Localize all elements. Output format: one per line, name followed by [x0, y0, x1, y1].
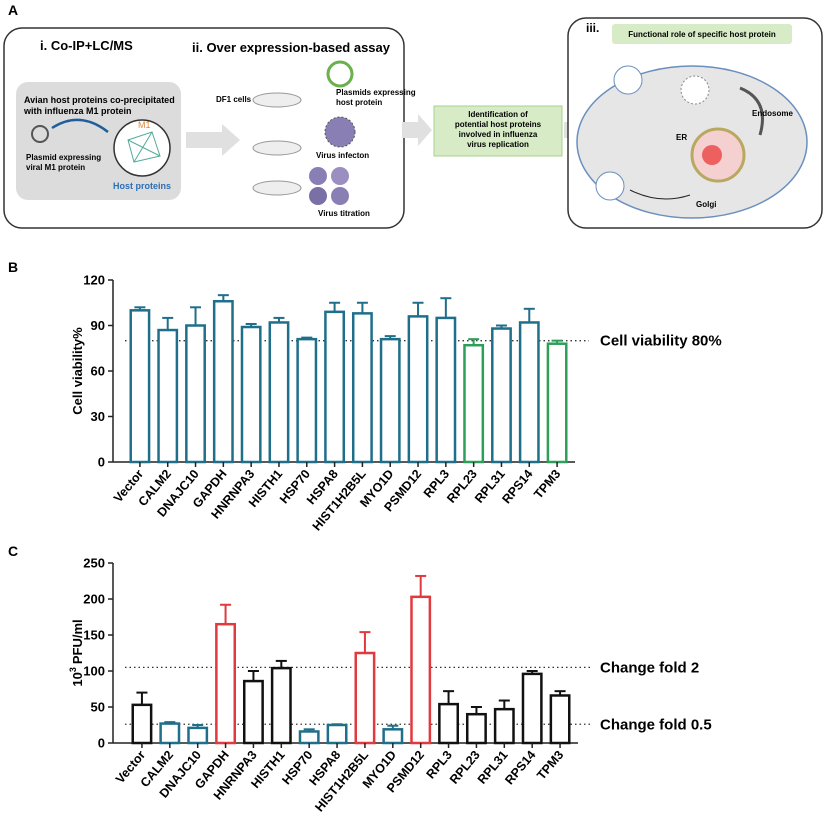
role-numeral: iii.: [586, 21, 599, 35]
dish: [252, 140, 302, 156]
bar: [298, 730, 320, 745]
panel-a: A i. Co-IP+LC/MS Avian host proteins co-…: [3, 2, 823, 229]
bar: [465, 712, 487, 745]
bar: [129, 309, 151, 464]
plasmid-icon: [326, 60, 354, 88]
bar: [410, 595, 432, 745]
y-tick-label: 150: [83, 628, 105, 643]
y-tick-label: 120: [83, 273, 105, 288]
x-tick-label: TPM3: [534, 748, 566, 783]
y-tick-label: 0: [98, 736, 105, 751]
y-axis-label: Cell viability%: [70, 327, 85, 415]
plasmid-label: Plasmid expressing viral M1 protein: [26, 153, 101, 172]
host-label: Host proteins: [113, 181, 171, 191]
network-icon: [127, 131, 161, 163]
coip-title: i. Co-IP+LC/MS: [40, 38, 133, 53]
arrow: [402, 114, 432, 146]
y-tick-label: 200: [83, 592, 105, 607]
bar: [438, 702, 460, 745]
x-tick-label: TPM3: [531, 467, 563, 502]
bar: [518, 321, 540, 464]
result-box: [433, 105, 563, 157]
reference-label: Change fold 0.5: [600, 716, 712, 733]
bar: [187, 726, 209, 745]
bar: [157, 328, 179, 464]
virus-icon: [595, 171, 625, 201]
bar: [212, 299, 234, 464]
endosome-label: Endosome: [752, 109, 793, 118]
cells-label: DF1 cells: [216, 95, 252, 104]
bar: [354, 651, 376, 745]
reference-label: Change fold 2: [600, 659, 699, 676]
bar: [407, 315, 429, 464]
nucleus-core: [702, 145, 722, 165]
bar: [324, 310, 346, 464]
arrow: [629, 189, 691, 200]
bar: [215, 622, 237, 745]
bar: [326, 723, 348, 745]
y-axis-label-base: 10: [70, 672, 85, 686]
bar: [379, 337, 401, 464]
role-title: Functional role of specific host protein: [628, 30, 776, 39]
y-tick-label: 0: [98, 455, 105, 470]
y-axis-label-unit: PFU/ml: [70, 619, 85, 664]
dish: [252, 92, 302, 108]
y-tick-label: 90: [91, 318, 105, 333]
y-tick-label: 60: [91, 364, 105, 379]
y-tick-label: 50: [91, 700, 105, 715]
bar: [242, 679, 264, 745]
bar: [435, 316, 457, 464]
m1-label: M1: [138, 120, 151, 130]
titration-label: Virus titration: [318, 209, 370, 218]
bar: [382, 728, 404, 745]
virus-icon: [613, 65, 643, 95]
x-tick-label: RPS14: [499, 467, 535, 506]
virus-icon: [309, 187, 327, 205]
bar: [131, 703, 153, 745]
virus-icon: [309, 167, 327, 185]
x-tick-label: RPS14: [502, 748, 538, 787]
infection-label: Virus infecton: [316, 151, 369, 160]
bar: [549, 694, 571, 745]
er-label: ER: [676, 133, 687, 142]
panel-label: A: [8, 2, 18, 18]
arrow: [186, 124, 240, 156]
y-axis-label-exponent: 3: [68, 667, 78, 672]
panel-label: C: [8, 543, 18, 559]
cell: [576, 65, 808, 219]
bar: [270, 666, 292, 745]
bar: [546, 342, 568, 464]
assay-title: ii. Over expression-based assay: [192, 40, 391, 55]
bar: [185, 324, 206, 464]
endosome-shape: [739, 86, 764, 136]
y-tick-label: 250: [83, 556, 105, 571]
bar: [521, 672, 543, 745]
golgi-label: Golgi: [696, 200, 716, 209]
bar: [463, 343, 485, 464]
dish: [252, 180, 302, 196]
bar: [491, 327, 512, 464]
y-tick-label: 100: [83, 664, 105, 679]
y-tick-label: 30: [91, 409, 105, 424]
result-text: Identification of potential host proteins…: [455, 110, 542, 149]
virus-icon: [680, 75, 710, 105]
caption: Avian host proteins co-precipitated with …: [23, 95, 175, 116]
plasmid-icon: [31, 125, 49, 143]
virus-icon: [331, 187, 349, 205]
virus-icon: [324, 116, 356, 148]
y-axis-label: 103 PFU/ml: [68, 619, 85, 686]
bar: [268, 321, 290, 464]
bar: [493, 707, 515, 745]
role-title-box: [612, 24, 792, 44]
bar: [159, 722, 181, 745]
bar: [240, 325, 262, 464]
arrow: [51, 118, 109, 133]
virus-icon: [331, 167, 349, 185]
plasmids-label: Plasmids expressing host protein: [336, 88, 416, 107]
bar: [351, 312, 373, 464]
bar: [296, 337, 318, 464]
reference-label: Cell viability 80%: [600, 333, 722, 350]
panel-label: B: [8, 259, 18, 275]
